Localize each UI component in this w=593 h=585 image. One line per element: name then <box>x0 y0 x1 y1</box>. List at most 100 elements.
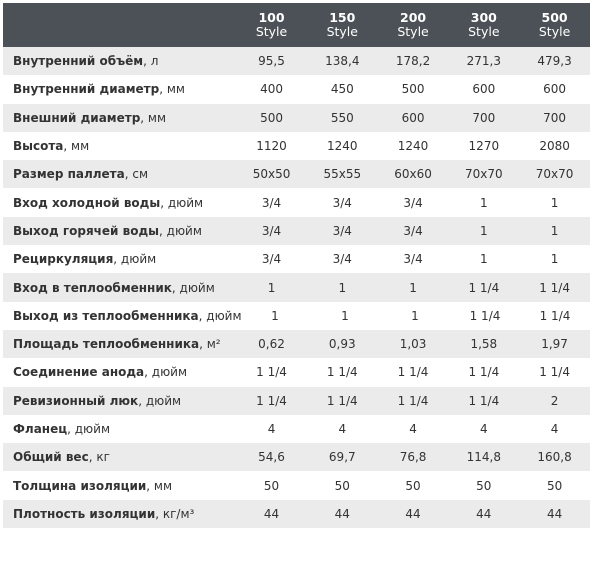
table-cell: 44 <box>546 506 563 521</box>
row-name: Ревизионный люк <box>13 393 139 408</box>
table-row: Площадь теплообменника, м² 0,62 0,93 1,03 1,… <box>3 329 590 359</box>
table-row: Толщина изоляции, мм 50 50 50 50 50 <box>3 471 590 499</box>
row-name: Плотность изоляции <box>13 506 156 521</box>
table-cell: 50 <box>476 478 492 493</box>
column-header: 300 Style <box>448 3 519 47</box>
table-cell: 1 1/4 <box>326 393 358 408</box>
row-label: Внутренний объём, л <box>3 54 236 68</box>
table-cell: 3/4 <box>332 252 352 267</box>
table-cell: 1 <box>338 280 347 295</box>
table-cell: 1,03 <box>399 337 427 352</box>
column-label: Style <box>255 24 288 39</box>
table-cell: 50 <box>334 478 350 493</box>
table-cell: 0,93 <box>328 337 356 352</box>
row-label: Фланец, дюйм <box>3 422 236 436</box>
table-cell: 4 <box>480 422 488 436</box>
table-row: Плотность изоляции, кг/м³ 44 44 44 44 44 <box>3 499 590 529</box>
table-cell: 4 <box>267 422 276 436</box>
table-cell: 400 <box>260 82 283 97</box>
table-cell: 178,2 <box>395 54 431 69</box>
column-number: 100 <box>258 10 285 25</box>
row-name: Внутренний объём <box>13 54 144 69</box>
table-row: Выход из теплообменника, дюйм 1 1 1 1 1/4 1 1… <box>3 302 590 330</box>
table-cell: 50x50 <box>252 167 291 182</box>
table-cell: 1,97 <box>541 337 568 352</box>
row-unit: , дюйм <box>67 422 111 436</box>
table-cell: 1 <box>550 252 559 267</box>
table-cell: 479,3 <box>537 54 572 69</box>
table-row: Рециркуляция, дюйм 3/4 3/4 3/4 1 1 <box>3 245 590 273</box>
table-cell: 3/4 <box>403 223 423 238</box>
table-row: Вход холодной воды, дюйм 3/4 3/4 3/4 1 1 <box>3 188 590 216</box>
table-cell: 1 1/4 <box>469 308 501 323</box>
column-label: Style <box>538 24 571 39</box>
row-name: Рециркуляция <box>13 252 114 267</box>
table-cell: 44 <box>263 506 280 521</box>
table-cell: 44 <box>334 506 350 521</box>
table-cell: 500 <box>401 82 425 97</box>
row-unit: , дюйм <box>160 195 204 210</box>
table-cell: 1 1/4 <box>326 365 358 380</box>
table-cell: 1240 <box>327 139 358 154</box>
table-cell: 44 <box>476 506 492 521</box>
row-label: Выход из теплообменника, дюйм <box>3 308 242 323</box>
table-cell: 1 1/4 <box>256 365 287 380</box>
table-cell: 600 <box>472 82 496 97</box>
row-label: Общий вес, кг <box>3 450 236 464</box>
column-header: 500 Style <box>519 3 590 47</box>
table-cell: 3/4 <box>261 223 282 238</box>
row-unit: , мм <box>146 478 173 493</box>
column-header: 150 Style <box>307 3 378 47</box>
table-cell: 50 <box>405 478 421 493</box>
table-cell: 1240 <box>397 139 429 154</box>
column-header: 100 Style <box>236 3 307 47</box>
row-label: Толщина изоляции, мм <box>3 479 236 493</box>
column-label: Style <box>397 24 429 39</box>
row-label: Вход в теплообменник, дюйм <box>3 281 236 295</box>
table-row: Соединение анода, дюйм 1 1/4 1 1/4 1 1/4 1 1… <box>3 358 590 386</box>
table-cell: 1 1/4 <box>397 393 429 408</box>
table-cell: 76,8 <box>399 450 427 465</box>
row-name: Фланец <box>13 422 68 436</box>
row-label: Внешний диаметр, мм <box>3 111 236 125</box>
row-unit: , л <box>143 54 159 69</box>
column-label: Style <box>468 24 500 39</box>
table-cell: 1 1/4 <box>256 393 287 408</box>
row-unit: , дюйм <box>171 280 215 295</box>
table-cell: 1 <box>550 195 559 210</box>
row-name: Выход из теплообменника <box>13 308 199 323</box>
table-row: Выход горячей воды, дюйм 3/4 3/4 3/4 1 1 <box>3 216 590 246</box>
table-cell: 70x70 <box>535 167 574 182</box>
column-number: 300 <box>470 10 497 25</box>
table-row: Общий вес, кг 54,6 69,7 76,8 114,8 160,8 <box>3 443 590 472</box>
row-unit: , дюйм <box>138 393 182 408</box>
table-cell: 70x70 <box>465 167 503 182</box>
column-number: 500 <box>541 10 568 25</box>
row-label: Внутренний диаметр, мм <box>3 82 236 96</box>
row-unit: , мм <box>159 82 185 97</box>
row-name: Внутренний диаметр <box>13 82 160 97</box>
table-cell: 1 1/4 <box>468 365 500 380</box>
row-label: Плотность изоляции, кг/м³ <box>3 507 236 521</box>
row-name: Размер паллета <box>13 167 125 182</box>
row-label: Вход холодной воды, дюйм <box>3 196 236 210</box>
table-cell: 55x55 <box>323 167 362 182</box>
row-unit: , дюйм <box>198 308 242 323</box>
table-row: Внешний диаметр, мм 500 550 600 700 700 <box>3 103 590 132</box>
table-cell: 1 <box>550 223 559 238</box>
table-cell: 1,58 <box>470 337 498 352</box>
row-name: Площадь теплообменника <box>13 337 200 352</box>
table-cell: 1 <box>409 280 417 295</box>
row-label: Высота, мм <box>3 139 236 153</box>
table-cell: 50 <box>263 478 280 493</box>
table-cell: 4 <box>409 422 417 436</box>
row-label: Площадь теплообменника, м² <box>3 337 236 351</box>
table-cell: 44 <box>405 506 421 521</box>
table-cell: 1 <box>480 223 488 238</box>
row-unit: , м² <box>199 337 221 352</box>
row-label: Размер паллета, см <box>3 167 236 181</box>
spec-table: 100 Style 150 Style 200 Style 300 Style 500 Style… <box>3 3 590 529</box>
table-cell: 50 <box>546 478 563 493</box>
row-name: Выход горячей воды <box>13 223 160 238</box>
